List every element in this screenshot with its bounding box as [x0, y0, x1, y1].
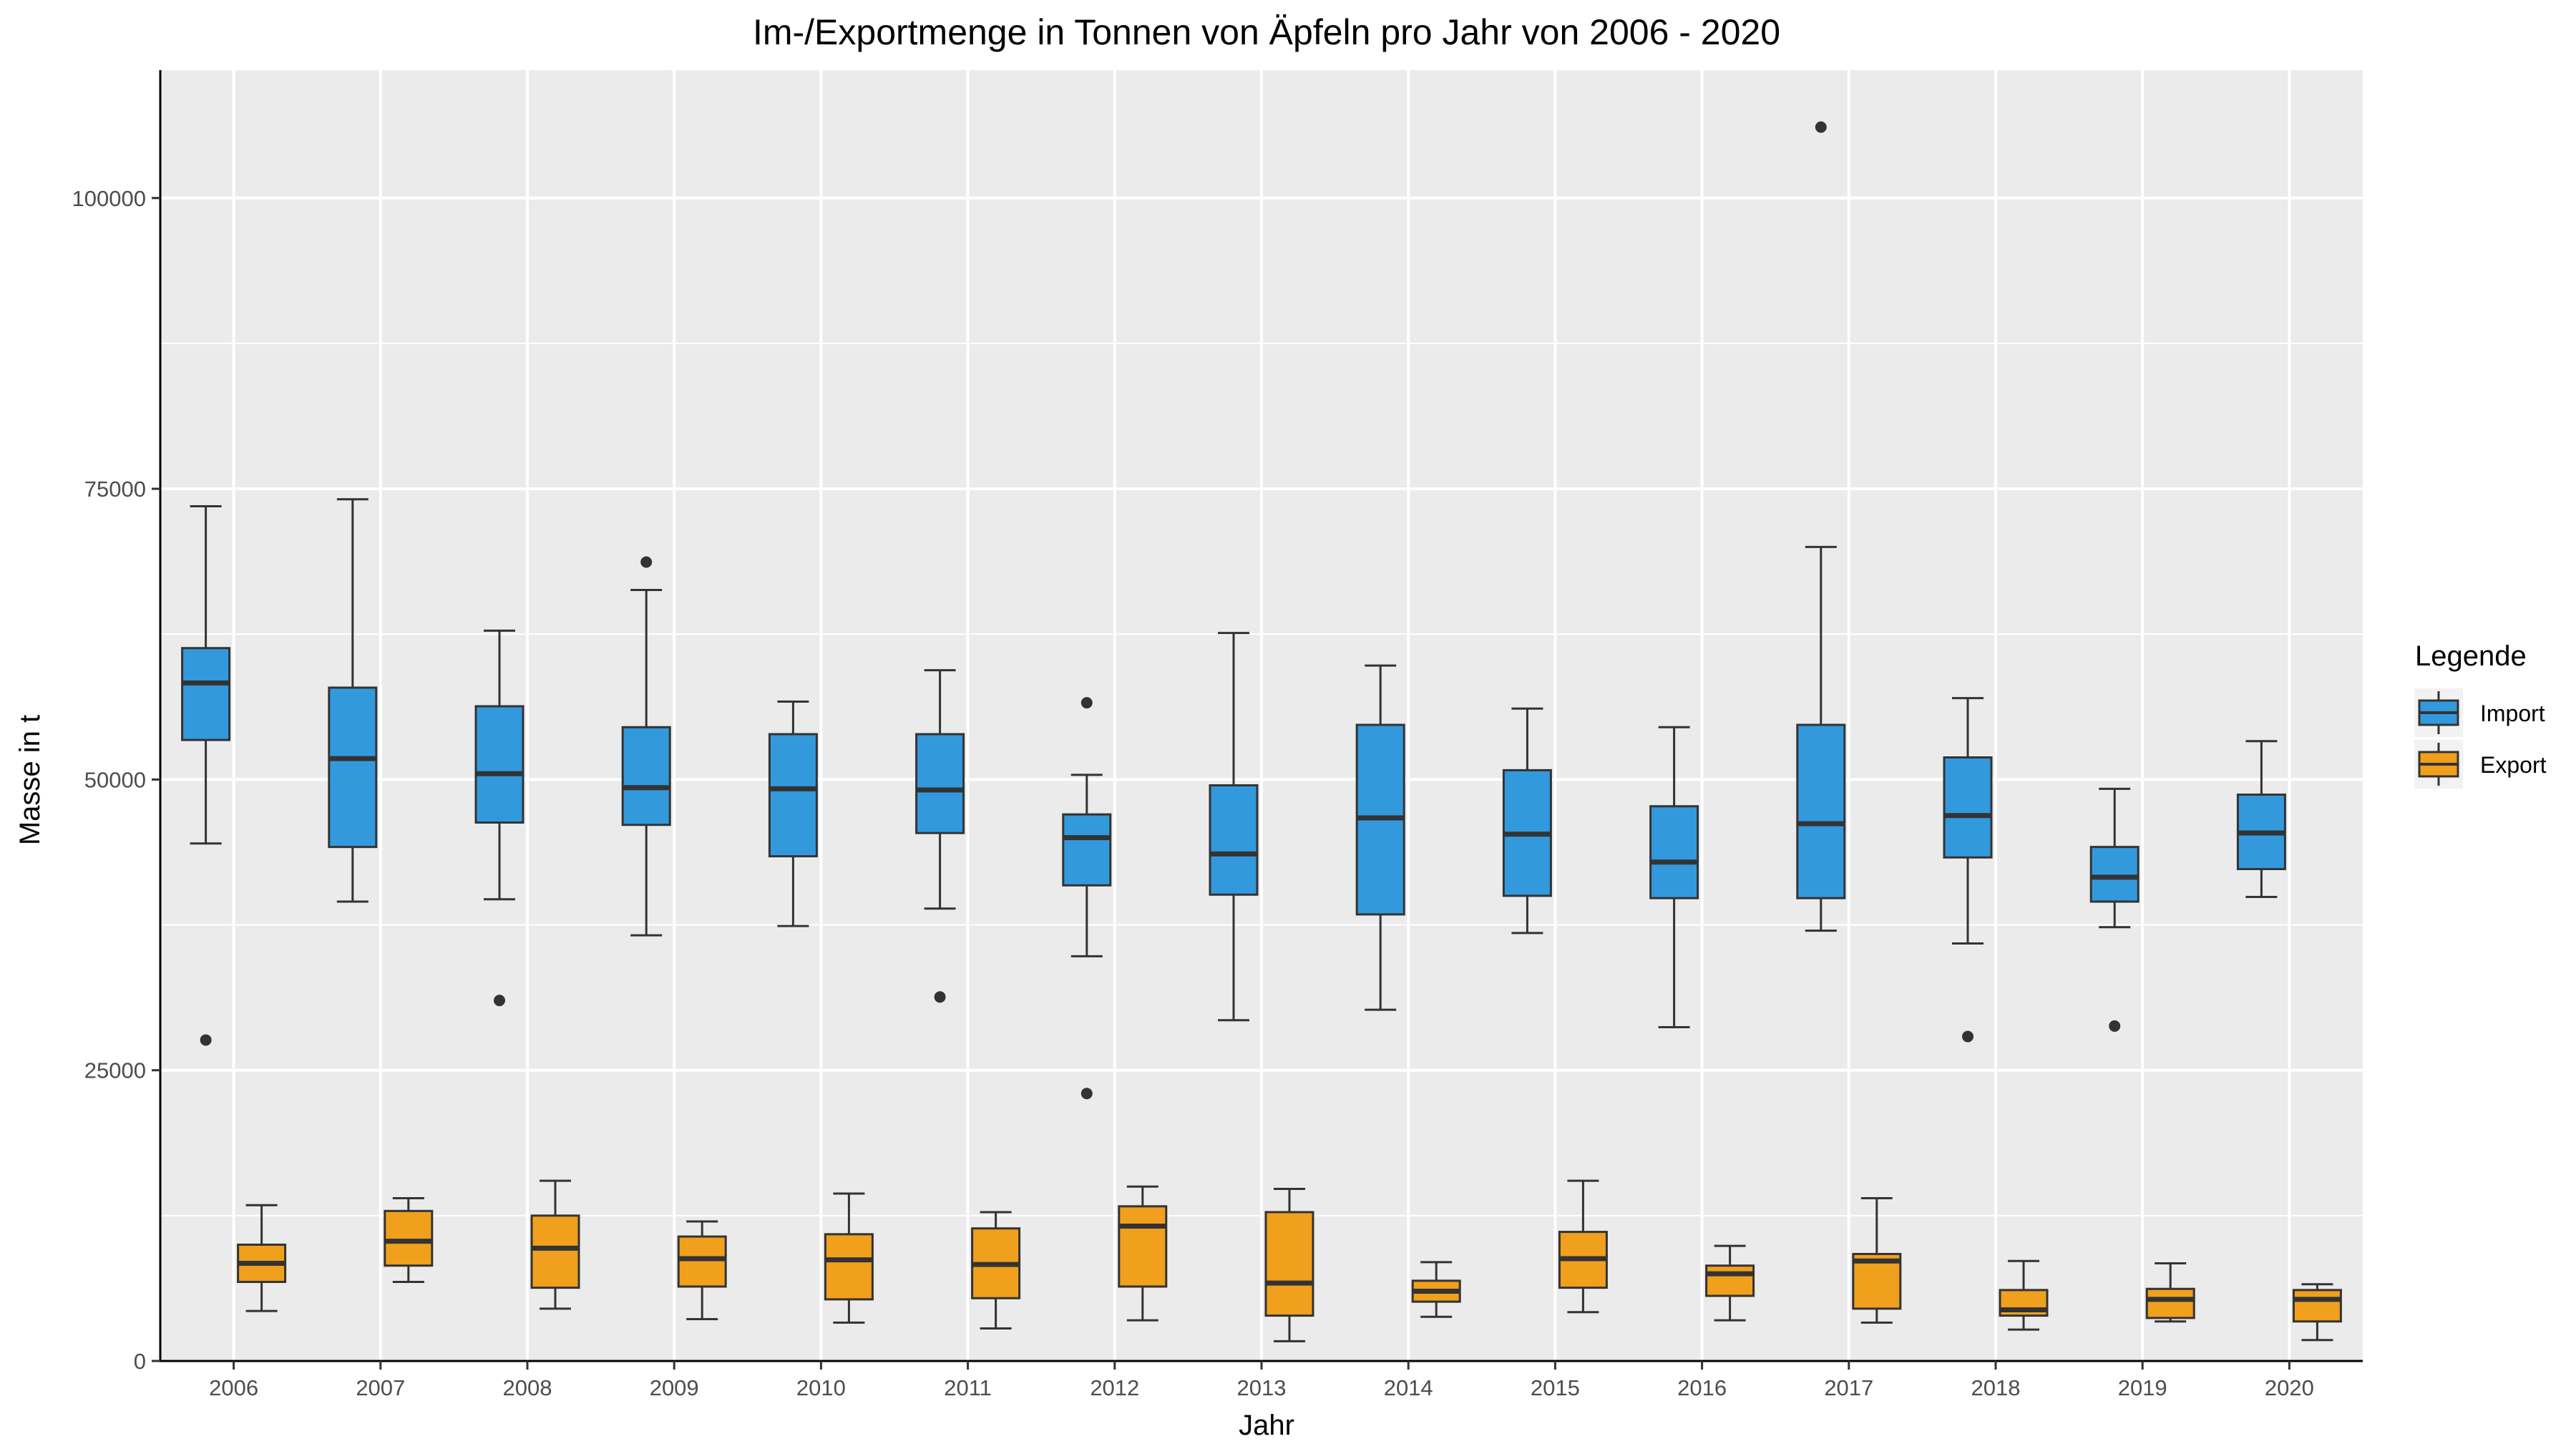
- y-tick-label: 0: [134, 1349, 146, 1374]
- y-tick-label: 100000: [72, 186, 146, 211]
- x-tick-label: 2011: [944, 1375, 992, 1400]
- box-import-2012: [1062, 697, 1112, 1100]
- legend-item-import: Import: [2414, 688, 2545, 737]
- y-tick-label: 25000: [84, 1058, 146, 1083]
- x-tick-label: 2006: [209, 1375, 258, 1400]
- box-iqr: [1649, 805, 1699, 899]
- box-iqr: [1209, 784, 1259, 896]
- legend: Legende Import Export: [2414, 640, 2547, 789]
- box-iqr: [384, 1209, 434, 1267]
- box-export-2013: [1264, 1187, 1314, 1342]
- outlier-point: [1815, 121, 1827, 133]
- x-tick-label: 2007: [356, 1375, 405, 1400]
- x-tick-label: 2017: [1824, 1375, 1873, 1400]
- box-export-2008: [530, 1179, 580, 1310]
- grid-lines: [160, 70, 2363, 1362]
- legend-label: Export: [2480, 752, 2547, 778]
- box-iqr: [1264, 1211, 1314, 1317]
- box-iqr: [2292, 1289, 2342, 1323]
- box-import-2017: [1796, 121, 1846, 932]
- box-iqr: [768, 733, 818, 858]
- box-export-2017: [1852, 1196, 1902, 1324]
- box-iqr: [1118, 1205, 1168, 1288]
- box-iqr: [1705, 1264, 1755, 1297]
- box-import-2018: [1943, 697, 1993, 1043]
- box-export-2006: [237, 1204, 287, 1312]
- outlier-point: [2109, 1020, 2121, 1032]
- axes: 0 25000 50000 75000 100000 2006 2007 2008 2009 20…: [72, 70, 2363, 1400]
- outlier-point: [934, 991, 946, 1003]
- outlier-point: [494, 995, 505, 1007]
- x-tick-label: 2020: [2265, 1375, 2314, 1400]
- box-export-2010: [824, 1192, 874, 1324]
- x-tick-label: 2014: [1384, 1375, 1433, 1400]
- box-iqr: [824, 1233, 874, 1301]
- x-tick-label: 2009: [650, 1375, 699, 1400]
- chart-title: Im-/Exportmenge in Tonnen von Äpfeln pro…: [753, 12, 1780, 52]
- box-import-2006: [181, 504, 231, 1046]
- box-export-2015: [1558, 1179, 1608, 1314]
- box-export-2016: [1705, 1244, 1755, 1322]
- x-tick-label: 2015: [1531, 1375, 1580, 1400]
- x-tick-label: 2012: [1090, 1375, 1139, 1400]
- y-axis-title: Masse in t: [14, 715, 46, 845]
- box-import-2014: [1355, 664, 1405, 1011]
- box-export-2012: [1118, 1185, 1168, 1322]
- x-tick-label: 2018: [1971, 1375, 2021, 1400]
- outlier-point: [1080, 1088, 1093, 1100]
- legend-item-export: Export: [2414, 740, 2547, 789]
- box-iqr: [677, 1235, 727, 1288]
- box-import-2010: [768, 700, 818, 927]
- box-iqr: [1062, 813, 1112, 887]
- box-export-2007: [384, 1196, 434, 1283]
- box-iqr: [2145, 1287, 2195, 1319]
- box-iqr: [915, 733, 965, 834]
- box-iqr: [328, 686, 378, 849]
- box-export-2009: [677, 1220, 727, 1320]
- outlier-point: [640, 556, 653, 568]
- legend-title: Legende: [2415, 640, 2527, 672]
- box-iqr: [1943, 756, 1993, 859]
- y-tick-label: 75000: [84, 477, 146, 502]
- box-export-2011: [971, 1211, 1021, 1330]
- box-import-2019: [2089, 787, 2140, 1032]
- box-import-2011: [915, 669, 965, 1003]
- box-import-2008: [474, 629, 525, 1007]
- outlier-point: [1962, 1030, 1974, 1043]
- box-import-2020: [2236, 740, 2286, 899]
- x-tick-label: 2019: [2118, 1375, 2167, 1400]
- box-import-2013: [1209, 632, 1259, 1022]
- box-export-2019: [2145, 1262, 2195, 1323]
- x-tick-label: 2013: [1237, 1375, 1287, 1400]
- box-import-2007: [328, 498, 378, 903]
- outlier-point: [200, 1034, 212, 1046]
- box-import-2015: [1502, 707, 1552, 935]
- box-iqr: [474, 705, 525, 824]
- box-iqr: [2089, 846, 2140, 903]
- box-iqr: [181, 647, 231, 741]
- box-iqr: [530, 1214, 580, 1289]
- x-tick-label: 2010: [796, 1375, 846, 1400]
- box-import-2016: [1649, 726, 1699, 1029]
- box-import-2009: [621, 556, 671, 937]
- box-export-2020: [2292, 1283, 2342, 1342]
- box-export-2018: [1999, 1259, 2049, 1331]
- x-tick-label: 2008: [503, 1375, 552, 1400]
- y-tick-label: 50000: [84, 767, 146, 792]
- box-iqr: [1796, 723, 1846, 899]
- box-export-2014: [1411, 1261, 1461, 1318]
- x-axis-title: Jahr: [1239, 1410, 1294, 1441]
- x-tick-label: 2016: [1677, 1375, 1727, 1400]
- legend-label: Import: [2480, 701, 2545, 726]
- outlier-point: [1080, 697, 1093, 709]
- box-iqr: [621, 726, 671, 826]
- boxes: [181, 121, 2342, 1342]
